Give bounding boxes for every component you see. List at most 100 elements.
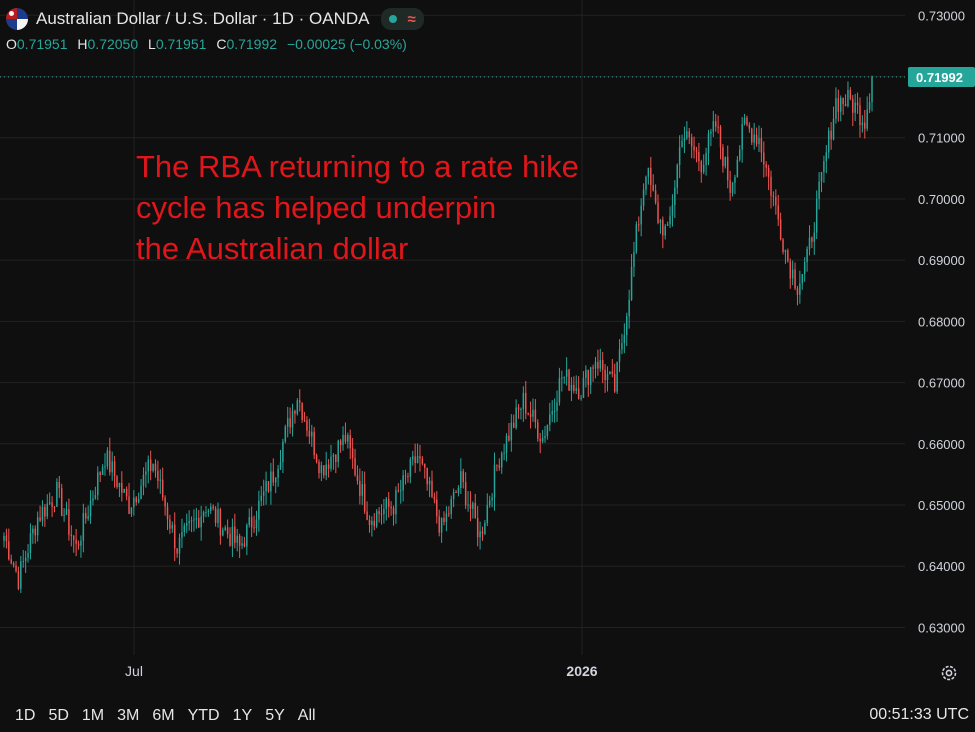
candle-body — [368, 519, 371, 525]
y-tick-label: 0.68000 — [918, 314, 965, 329]
candle-body — [315, 455, 318, 462]
utc-clock[interactable]: 00:51:33 UTC — [869, 706, 969, 723]
candle-body — [195, 517, 198, 520]
candle-body — [539, 438, 541, 442]
candle-body — [311, 431, 313, 437]
gear-icon[interactable] — [939, 663, 959, 683]
candle-body — [222, 529, 224, 536]
candle-body — [604, 369, 606, 381]
candle-body — [34, 528, 37, 536]
candle-body — [777, 205, 779, 220]
annotation-line-1: The RBA returning to a rate hike — [136, 149, 579, 184]
annotation-line-3: the Australian dollar — [136, 231, 409, 266]
annotation-line-2: cycle has helped underpin — [136, 190, 497, 225]
candle-body — [36, 517, 39, 536]
candle-body — [729, 180, 731, 193]
candle-body — [611, 371, 614, 374]
symbol-row[interactable]: Australian Dollar / U.S. Dollar · 1D · O… — [6, 6, 424, 32]
candle-body — [53, 506, 56, 508]
candle-body — [859, 105, 861, 126]
candle-body — [284, 426, 287, 442]
candle-body — [537, 422, 539, 439]
candle-body — [99, 472, 101, 475]
candle-body — [755, 134, 758, 145]
range-5y-button[interactable]: 5Y — [265, 707, 285, 724]
candle-body — [503, 452, 505, 454]
candle-body — [438, 516, 440, 533]
candle-body — [592, 367, 594, 369]
candle-body — [265, 481, 267, 492]
range-1y-button[interactable]: 1Y — [232, 707, 253, 724]
candle-body — [674, 187, 676, 206]
candle-body — [101, 467, 104, 475]
candle-body — [496, 464, 498, 466]
candle-body — [448, 513, 450, 515]
candle-body — [286, 418, 289, 427]
candle-body — [690, 137, 693, 147]
candle-body — [140, 485, 142, 499]
candle-body — [695, 150, 698, 152]
candle-body — [298, 400, 301, 403]
candle-body — [279, 462, 282, 469]
candle-body — [8, 541, 10, 560]
market-status-pill[interactable]: ≈ — [381, 8, 424, 30]
candlestick-chart[interactable]: 0.730000.720000.710000.700000.690000.680… — [0, 0, 975, 700]
candle-body — [589, 367, 592, 385]
range-6m-button[interactable]: 6M — [152, 707, 175, 724]
candle-body — [145, 471, 147, 475]
candle-body — [123, 488, 125, 493]
candle-body — [380, 513, 383, 515]
candle-body — [419, 456, 421, 459]
y-tick-label: 0.64000 — [918, 559, 965, 574]
candle-body — [647, 167, 650, 177]
candle-body — [765, 164, 767, 168]
candle-body — [366, 511, 368, 520]
range-1m-button[interactable]: 1M — [81, 707, 105, 724]
candle-body — [645, 176, 647, 190]
candle-body — [657, 202, 659, 223]
candle-body — [573, 384, 575, 391]
candle-body — [217, 509, 219, 523]
candle-body — [739, 149, 741, 160]
candle-body — [472, 502, 474, 509]
candle-body — [525, 392, 527, 414]
candle-body — [484, 523, 486, 534]
candle-body — [626, 316, 628, 336]
candle-body — [741, 124, 743, 150]
candle-body — [137, 498, 140, 503]
candle-body — [520, 409, 522, 411]
candle-body — [823, 161, 825, 173]
candle-body — [121, 482, 123, 493]
candle-body — [404, 475, 407, 477]
chart-area[interactable]: 0.730000.720000.710000.700000.690000.680… — [0, 0, 975, 700]
candle-body — [412, 456, 414, 460]
range-ytd-button[interactable]: YTD — [187, 707, 220, 724]
candle-body — [748, 124, 751, 129]
candle-body — [844, 104, 847, 106]
candle-body — [255, 519, 258, 529]
candle-body — [445, 513, 448, 523]
candle-body — [171, 524, 174, 529]
candle-body — [260, 495, 263, 501]
candle-body — [801, 274, 804, 284]
range-3m-button[interactable]: 3M — [117, 707, 140, 724]
candle-body — [267, 481, 270, 492]
range-all-button[interactable]: All — [297, 707, 316, 724]
candle-body — [532, 409, 534, 417]
x-tick-label: Jul — [125, 663, 143, 679]
candle-body — [327, 464, 330, 469]
candle-body — [770, 176, 772, 196]
candle-body — [236, 535, 238, 543]
candle-body — [258, 500, 260, 520]
candle-body — [722, 147, 724, 167]
candle-body — [820, 172, 823, 182]
candle-body — [621, 343, 623, 350]
range-1d-button[interactable]: 1D — [15, 707, 36, 724]
candle-body — [782, 239, 784, 252]
candle-body — [556, 402, 558, 411]
range-5d-button[interactable]: 5D — [48, 707, 69, 724]
candle-body — [152, 463, 154, 471]
candle-body — [277, 468, 279, 478]
symbol-title[interactable]: Australian Dollar / U.S. Dollar · 1D · O… — [36, 9, 370, 28]
candle-body — [751, 128, 753, 143]
